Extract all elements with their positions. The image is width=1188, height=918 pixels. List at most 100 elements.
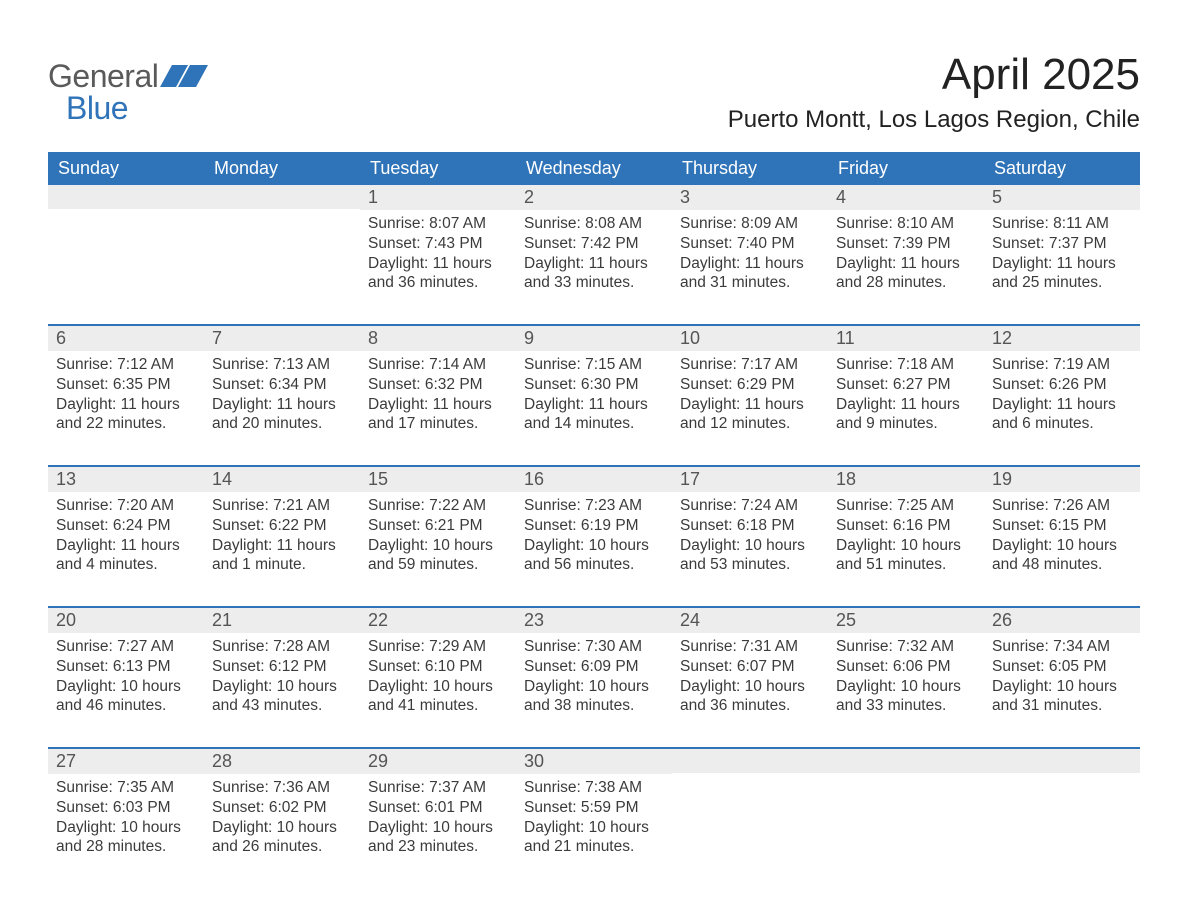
day-details: Sunrise: 7:23 AM Sunset: 6:19 PM Dayligh… xyxy=(516,492,672,588)
day-text: Sunrise: 8:09 AM Sunset: 7:40 PM Dayligh… xyxy=(680,214,820,293)
day-cell: 25 Sunrise: 7:32 AM Sunset: 6:06 PM Dayli… xyxy=(828,608,984,729)
day-details: Sunrise: 8:07 AM Sunset: 7:43 PM Dayligh… xyxy=(360,210,516,306)
day-text: Sunrise: 7:32 AM Sunset: 6:06 PM Dayligh… xyxy=(836,637,976,716)
day-details: Sunrise: 7:14 AM Sunset: 6:32 PM Dayligh… xyxy=(360,351,516,447)
day-cell xyxy=(204,185,360,306)
day-cell: 30Sunrise: 7:38 AM Sunset: 5:59 PM Dayli… xyxy=(516,749,672,870)
day-cell: 14Sunrise: 7:21 AM Sunset: 6:22 PM Dayli… xyxy=(204,467,360,588)
day-cell: 5 Sunrise: 8:11 AM Sunset: 7:37 PM Daylig… xyxy=(984,185,1140,306)
dow-thursday: Thursday xyxy=(672,152,828,185)
week-row: 27 Sunrise: 7:35 AM Sunset: 6:03 PM Dayli… xyxy=(48,747,1140,870)
day-text: Sunrise: 8:07 AM Sunset: 7:43 PM Dayligh… xyxy=(368,214,508,293)
day-number: 18 xyxy=(828,467,984,492)
day-number: 10 xyxy=(672,326,828,351)
day-number xyxy=(984,749,1140,773)
brand-word2: Blue xyxy=(66,92,208,124)
day-text: Sunrise: 7:25 AM Sunset: 6:16 PM Dayligh… xyxy=(836,496,976,575)
dow-monday: Monday xyxy=(204,152,360,185)
day-details: Sunrise: 7:24 AM Sunset: 6:18 PM Dayligh… xyxy=(672,492,828,588)
day-cell: 16Sunrise: 7:23 AM Sunset: 6:19 PM Dayli… xyxy=(516,467,672,588)
day-text: Sunrise: 8:08 AM Sunset: 7:42 PM Dayligh… xyxy=(524,214,664,293)
dow-tuesday: Tuesday xyxy=(360,152,516,185)
day-details: Sunrise: 7:32 AM Sunset: 6:06 PM Dayligh… xyxy=(828,633,984,729)
day-cell: 29Sunrise: 7:37 AM Sunset: 6:01 PM Dayli… xyxy=(360,749,516,870)
day-details: Sunrise: 7:13 AM Sunset: 6:34 PM Dayligh… xyxy=(204,351,360,447)
day-number: 12 xyxy=(984,326,1140,351)
brand-flag-icon xyxy=(160,65,208,91)
day-text: Sunrise: 7:15 AM Sunset: 6:30 PM Dayligh… xyxy=(524,355,664,434)
location: Puerto Montt, Los Lagos Region, Chile xyxy=(728,106,1140,134)
day-details: Sunrise: 8:09 AM Sunset: 7:40 PM Dayligh… xyxy=(672,210,828,306)
day-cell xyxy=(48,185,204,306)
day-cell: 2Sunrise: 8:08 AM Sunset: 7:42 PM Daylig… xyxy=(516,185,672,306)
day-number: 16 xyxy=(516,467,672,492)
day-cell: 21 Sunrise: 7:28 AM Sunset: 6:12 PM Dayli… xyxy=(204,608,360,729)
day-cell: 18 Sunrise: 7:25 AM Sunset: 6:16 PM Dayli… xyxy=(828,467,984,588)
day-text: Sunrise: 7:14 AM Sunset: 6:32 PM Dayligh… xyxy=(368,355,508,434)
day-number: 27 xyxy=(48,749,204,774)
day-number: 6 xyxy=(48,326,204,351)
day-text: Sunrise: 7:28 AM Sunset: 6:12 PM Dayligh… xyxy=(212,637,352,716)
day-details: Sunrise: 7:31 AM Sunset: 6:07 PM Dayligh… xyxy=(672,633,828,729)
day-text: Sunrise: 7:18 AM Sunset: 6:27 PM Dayligh… xyxy=(836,355,976,434)
dow-wednesday: Wednesday xyxy=(516,152,672,185)
day-details: Sunrise: 7:19 AM Sunset: 6:26 PM Dayligh… xyxy=(984,351,1140,447)
day-cell xyxy=(984,749,1140,870)
day-text: Sunrise: 7:30 AM Sunset: 6:09 PM Dayligh… xyxy=(524,637,664,716)
day-details: Sunrise: 7:30 AM Sunset: 6:09 PM Dayligh… xyxy=(516,633,672,729)
day-cell: 23Sunrise: 7:30 AM Sunset: 6:09 PM Dayli… xyxy=(516,608,672,729)
calendar: Sunday Monday Tuesday Wednesday Thursday… xyxy=(48,152,1140,870)
day-text: Sunrise: 7:35 AM Sunset: 6:03 PM Dayligh… xyxy=(56,778,196,857)
day-cell: 7Sunrise: 7:13 AM Sunset: 6:34 PM Daylig… xyxy=(204,326,360,447)
day-cell: 9Sunrise: 7:15 AM Sunset: 6:30 PM Daylig… xyxy=(516,326,672,447)
day-text: Sunrise: 8:11 AM Sunset: 7:37 PM Dayligh… xyxy=(992,214,1132,293)
day-cell: 1 Sunrise: 8:07 AM Sunset: 7:43 PM Daylig… xyxy=(360,185,516,306)
day-number: 4 xyxy=(828,185,984,210)
dow-friday: Friday xyxy=(828,152,984,185)
day-cell: 22Sunrise: 7:29 AM Sunset: 6:10 PM Dayli… xyxy=(360,608,516,729)
day-details xyxy=(204,209,360,305)
day-number: 5 xyxy=(984,185,1140,210)
day-details: Sunrise: 7:25 AM Sunset: 6:16 PM Dayligh… xyxy=(828,492,984,588)
day-details: Sunrise: 8:08 AM Sunset: 7:42 PM Dayligh… xyxy=(516,210,672,306)
day-number xyxy=(828,749,984,773)
day-number: 19 xyxy=(984,467,1140,492)
day-number: 14 xyxy=(204,467,360,492)
day-number: 13 xyxy=(48,467,204,492)
day-cell xyxy=(672,749,828,870)
weeks-container: 1 Sunrise: 8:07 AM Sunset: 7:43 PM Daylig… xyxy=(48,185,1140,870)
day-cell: 3Sunrise: 8:09 AM Sunset: 7:40 PM Daylig… xyxy=(672,185,828,306)
week-row: 1 Sunrise: 8:07 AM Sunset: 7:43 PM Daylig… xyxy=(48,185,1140,306)
dow-header: Sunday Monday Tuesday Wednesday Thursday… xyxy=(48,152,1140,185)
day-number: 29 xyxy=(360,749,516,774)
day-number: 1 xyxy=(360,185,516,210)
day-text: Sunrise: 7:31 AM Sunset: 6:07 PM Dayligh… xyxy=(680,637,820,716)
day-number: 25 xyxy=(828,608,984,633)
day-number: 21 xyxy=(204,608,360,633)
day-text: Sunrise: 7:24 AM Sunset: 6:18 PM Dayligh… xyxy=(680,496,820,575)
day-details xyxy=(984,773,1140,869)
day-details: Sunrise: 7:36 AM Sunset: 6:02 PM Dayligh… xyxy=(204,774,360,870)
week-row: 6Sunrise: 7:12 AM Sunset: 6:35 PM Daylig… xyxy=(48,324,1140,447)
week-row: 20Sunrise: 7:27 AM Sunset: 6:13 PM Dayli… xyxy=(48,606,1140,729)
week-row: 13Sunrise: 7:20 AM Sunset: 6:24 PM Dayli… xyxy=(48,465,1140,588)
day-number xyxy=(204,185,360,209)
day-number: 22 xyxy=(360,608,516,633)
day-details: Sunrise: 7:27 AM Sunset: 6:13 PM Dayligh… xyxy=(48,633,204,729)
day-cell: 10Sunrise: 7:17 AM Sunset: 6:29 PM Dayli… xyxy=(672,326,828,447)
day-number xyxy=(48,185,204,209)
day-text: Sunrise: 8:10 AM Sunset: 7:39 PM Dayligh… xyxy=(836,214,976,293)
day-cell: 4 Sunrise: 8:10 AM Sunset: 7:39 PM Daylig… xyxy=(828,185,984,306)
day-details: Sunrise: 8:10 AM Sunset: 7:39 PM Dayligh… xyxy=(828,210,984,306)
day-details: Sunrise: 7:20 AM Sunset: 6:24 PM Dayligh… xyxy=(48,492,204,588)
day-cell: 24Sunrise: 7:31 AM Sunset: 6:07 PM Dayli… xyxy=(672,608,828,729)
day-cell: 19Sunrise: 7:26 AM Sunset: 6:15 PM Dayli… xyxy=(984,467,1140,588)
title-block: April 2025 Puerto Montt, Los Lagos Regio… xyxy=(728,50,1140,134)
day-cell: 8Sunrise: 7:14 AM Sunset: 6:32 PM Daylig… xyxy=(360,326,516,447)
day-cell: 6Sunrise: 7:12 AM Sunset: 6:35 PM Daylig… xyxy=(48,326,204,447)
day-cell: 12Sunrise: 7:19 AM Sunset: 6:26 PM Dayli… xyxy=(984,326,1140,447)
day-details: Sunrise: 7:21 AM Sunset: 6:22 PM Dayligh… xyxy=(204,492,360,588)
day-details: Sunrise: 7:34 AM Sunset: 6:05 PM Dayligh… xyxy=(984,633,1140,729)
day-text: Sunrise: 7:34 AM Sunset: 6:05 PM Dayligh… xyxy=(992,637,1132,716)
day-cell: 20Sunrise: 7:27 AM Sunset: 6:13 PM Dayli… xyxy=(48,608,204,729)
